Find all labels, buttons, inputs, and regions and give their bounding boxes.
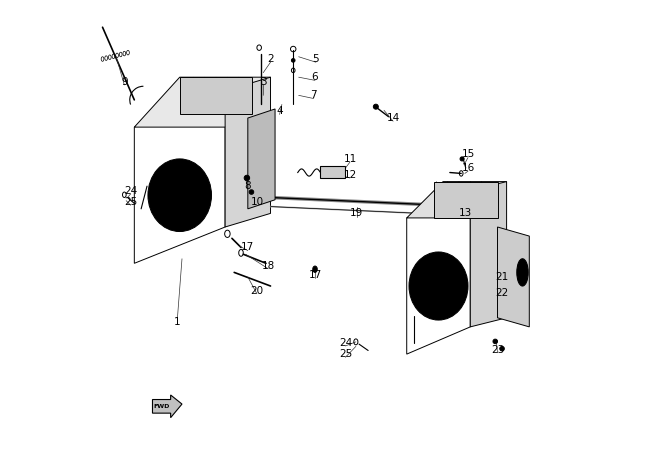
Text: 14: 14 [387,113,400,123]
Ellipse shape [460,157,464,161]
Ellipse shape [493,339,497,344]
Text: 5: 5 [313,54,319,64]
Polygon shape [471,182,506,327]
Polygon shape [248,109,275,209]
Text: 8: 8 [244,181,251,191]
Text: 9: 9 [121,77,127,87]
Ellipse shape [313,266,317,272]
Polygon shape [407,182,506,218]
Text: 24: 24 [339,338,352,348]
Ellipse shape [157,168,202,222]
Text: 3: 3 [261,77,267,87]
Text: 21: 21 [495,272,509,282]
Text: 7: 7 [310,90,317,100]
Text: 19: 19 [350,208,363,218]
Text: 23: 23 [491,345,504,355]
Text: 4: 4 [276,106,283,116]
Text: 15: 15 [462,149,474,159]
Ellipse shape [249,190,254,194]
Polygon shape [179,77,252,114]
Text: 20: 20 [250,286,263,296]
Bar [320,166,345,178]
Ellipse shape [517,259,528,286]
Text: 17: 17 [308,270,322,280]
Text: 11: 11 [343,154,357,164]
Polygon shape [497,227,529,327]
Text: 17: 17 [241,242,254,252]
Text: 25: 25 [339,349,352,359]
Polygon shape [434,182,497,218]
Ellipse shape [291,59,295,62]
Text: 22: 22 [495,288,509,298]
Polygon shape [135,91,225,263]
Text: 24: 24 [124,186,137,196]
Text: 12: 12 [343,170,357,180]
Text: 16: 16 [462,163,474,173]
Ellipse shape [148,159,211,232]
Text: 18: 18 [261,261,275,271]
Text: 6: 6 [312,72,318,82]
Ellipse shape [409,252,468,320]
Polygon shape [225,77,270,227]
Text: 2: 2 [267,54,274,64]
Polygon shape [407,191,471,354]
Ellipse shape [244,175,250,181]
Ellipse shape [418,261,459,311]
Text: 10: 10 [252,197,265,207]
Polygon shape [135,77,270,127]
Ellipse shape [373,104,378,109]
Text: 13: 13 [459,208,473,218]
Text: FWD: FWD [153,404,170,409]
Text: 1: 1 [174,317,181,327]
Ellipse shape [500,346,504,351]
Polygon shape [153,395,182,418]
Text: 25: 25 [124,197,137,207]
